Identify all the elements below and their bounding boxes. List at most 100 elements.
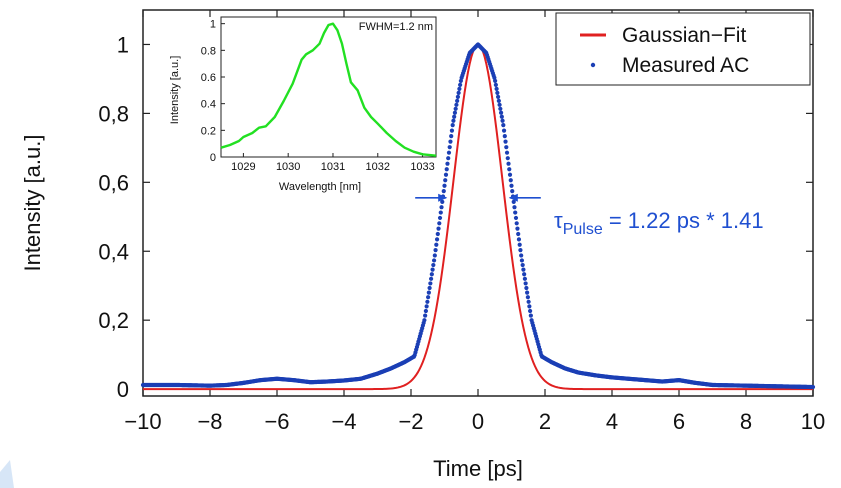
inset-y-axis-title: Intensity [a.u.] [169, 56, 181, 124]
measured-ac-point [522, 272, 527, 277]
x-tick-label: −4 [331, 409, 356, 434]
measured-ac-point [443, 172, 449, 177]
measured-ac-point [437, 221, 442, 226]
measured-ac-point [453, 106, 458, 111]
legend-label-gaussian-fit: Gaussian−Fit [622, 24, 746, 47]
main-series [140, 42, 816, 391]
annotation-value: = 1.22 ps * 1.41 [603, 208, 764, 233]
measured-ac-point [434, 242, 439, 247]
measured-ac-point [507, 167, 512, 172]
x-tick-label: 6 [673, 409, 685, 434]
x-tick-label: 2 [539, 409, 551, 434]
inset-spectrum: 1029 1030 1031 1032 1033 0 0.2 0.4 0.6 0.8 1 FWHM=… [169, 16, 437, 193]
measured-ac-point [493, 78, 498, 84]
measured-ac-point [450, 123, 455, 128]
y-tick-label: 1 [117, 32, 129, 57]
x-tick-label: −8 [197, 409, 222, 434]
inset-y-tick-label: 0 [210, 152, 216, 164]
inset-spectrum-line [220, 22, 437, 157]
measured-ac-point [439, 205, 444, 210]
measured-ac-point [441, 189, 446, 194]
measured-ac-point [451, 118, 456, 123]
legend-box [555, 12, 811, 86]
measured-ac-point [447, 145, 452, 150]
measured-ac-point [436, 226, 441, 231]
measured-ac-point [509, 183, 514, 188]
measured-ac-point [432, 253, 437, 258]
measured-ac-point [525, 295, 530, 300]
measured-ac-point [445, 161, 450, 166]
x-tick-label: 10 [801, 409, 825, 434]
inset-x-tick-label: 1032 [366, 161, 390, 173]
measured-ac-point [496, 94, 501, 99]
inset-x-tick-label: 1030 [276, 161, 300, 173]
inset-x-tick-label: 1033 [410, 161, 434, 173]
main-tick-labels: −10 −8 −6 −4 −2 0 2 4 6 8 10 0 0,2 0,4 0,6 0,8 1 [98, 32, 825, 434]
x-tick-label: 8 [740, 409, 752, 434]
measured-ac-point [505, 156, 510, 161]
measured-ac-point [423, 308, 428, 314]
y-tick-label: 0 [117, 377, 129, 402]
measured-ac-point [513, 215, 519, 221]
measured-ac-point [526, 299, 531, 304]
measured-ac-point [517, 242, 522, 247]
inset-y-tick-label: 0.4 [201, 99, 216, 111]
inset-plot-area [220, 16, 437, 158]
measured-ac-point [521, 267, 526, 272]
y-tick-label: 0,4 [98, 239, 129, 264]
series-measured-ac [140, 42, 816, 390]
legend: Gaussian−Fit Measured AC [555, 12, 811, 86]
measured-ac-point [428, 281, 433, 286]
measured-ac-point [452, 110, 458, 115]
inset-y-tick-label: 1 [210, 19, 216, 31]
annotation-text: τPulse = 1.22 ps * 1.41 [554, 208, 764, 238]
measured-ac-point [519, 253, 524, 258]
measured-ac-point [449, 128, 455, 133]
measured-ac-point [497, 102, 502, 107]
measured-ac-point [455, 94, 460, 99]
measured-ac-point [443, 178, 448, 183]
x-tick-label: 0 [472, 409, 484, 434]
y-tick-label: 0,8 [98, 101, 129, 126]
measured-ac-point [498, 110, 504, 115]
measured-ac-point [426, 290, 431, 295]
inset-y-tick-label: 0.8 [201, 45, 216, 57]
measured-ac-point [518, 248, 523, 253]
measured-ac-point [458, 78, 463, 84]
y-axis-title: Intensity [a.u.] [20, 135, 45, 272]
measured-ac-point [519, 258, 525, 263]
measured-ac-point [523, 281, 528, 286]
measured-ac-point [438, 210, 443, 215]
measured-ac-point [424, 304, 429, 309]
fwhm-arrowhead-right [508, 193, 518, 202]
measured-ac-point [446, 150, 452, 155]
inset-series [220, 22, 437, 157]
measured-ac-point [525, 290, 530, 295]
measured-ac-point [440, 199, 445, 204]
legend-label-measured-ac: Measured AC [622, 54, 749, 77]
measured-ac-point [433, 248, 438, 253]
measured-ac-point [513, 210, 518, 215]
x-axis-title: Time [ps] [433, 456, 523, 481]
measured-ac-point [510, 189, 515, 194]
measured-ac-point [504, 145, 509, 150]
measured-ac-point [442, 183, 447, 188]
inset-x-tick-label: 1031 [321, 161, 345, 173]
inset-tick-labels: 1029 1030 1031 1032 1033 0 0.2 0.4 0.6 0.8 1 [201, 19, 435, 173]
measured-ac-point [499, 114, 504, 119]
measured-ac-point [444, 167, 449, 172]
measured-ac-point [506, 161, 511, 166]
measured-ac-point [456, 90, 461, 95]
x-tick-label: −6 [264, 409, 289, 434]
measured-ac-point [504, 150, 510, 155]
x-tick-label: −10 [124, 409, 161, 434]
measured-ac-point [427, 285, 432, 291]
inset-y-tick-label: 0.6 [201, 72, 216, 84]
measured-ac-point [423, 313, 428, 318]
measured-ac-point [431, 262, 436, 268]
measured-ac-point [528, 308, 533, 314]
measured-ac-point [524, 285, 529, 291]
corner-decoration [0, 460, 14, 488]
measured-ac-point [429, 272, 434, 277]
inset-x-axis-title: Wavelength [nm] [279, 181, 361, 193]
